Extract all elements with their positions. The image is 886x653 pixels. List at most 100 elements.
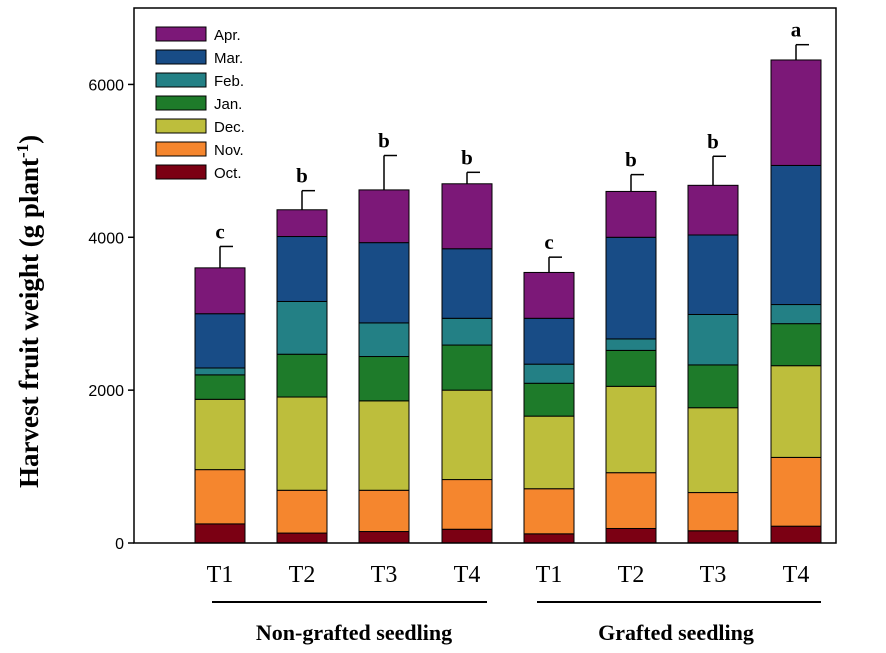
bar-segment-mar-1	[194, 313, 246, 369]
x-tick-label-3: T3	[371, 562, 398, 588]
bar-segment-apr-4	[441, 183, 493, 250]
bar-segment-feb-2	[276, 300, 328, 355]
bar-segment-mar-8	[770, 164, 822, 306]
error-bars-layer	[219, 43, 809, 273]
legend: Apr. Mar. Feb. Jan. Dec. Nov. Oct.	[155, 26, 245, 182]
bar-segment-nov-2	[276, 489, 328, 534]
significance-label-4: b	[461, 145, 473, 169]
bar-segment-dec-4	[441, 389, 493, 481]
bar-segment-mar-2	[276, 236, 328, 302]
significance-label-2: b	[296, 164, 308, 188]
bar-segment-feb-4	[441, 317, 493, 346]
bar-segment-dec-8	[770, 365, 822, 458]
bar-segment-feb-7	[687, 313, 739, 366]
x-labels-layer: T1 T2 T3 T4 T1 T2 T3 T4	[207, 562, 810, 588]
bar-segment-dec-2	[276, 396, 328, 491]
x-tick-label-5: T1	[536, 562, 563, 588]
significance-label-7: b	[707, 129, 719, 153]
bar-segment-dec-7	[687, 407, 739, 494]
y-axis-title-close: )	[14, 135, 44, 144]
legend-swatch-jan	[155, 95, 207, 111]
significance-label-8: a	[791, 18, 802, 42]
x-tick-label-6: T2	[618, 562, 645, 588]
bar-segment-oct-8	[770, 525, 822, 544]
bar-segment-jan-1	[194, 374, 246, 400]
y-tick-label-6000: 6000	[88, 77, 124, 94]
x-tick-label-1: T1	[207, 562, 234, 588]
bar-segment-feb-6	[605, 338, 657, 351]
bar-segment-feb-5	[523, 363, 575, 384]
legend-swatch-feb	[155, 72, 207, 88]
group-labels-layer: Non-grafted seedling Grafted seedling	[212, 601, 821, 645]
legend-label-dec: Dec.	[214, 119, 245, 136]
group-label-1: Non-grafted seedling	[256, 620, 452, 645]
bar-segment-nov-3	[358, 489, 410, 533]
bar-segment-jan-7	[687, 364, 739, 409]
y-tick-label-4000: 4000	[88, 230, 124, 247]
x-tick-label-2: T2	[289, 562, 316, 588]
legend-label-mar: Mar.	[214, 50, 243, 67]
bar-segment-oct-2	[276, 532, 328, 544]
legend-swatch-apr	[155, 26, 207, 42]
bar-segment-feb-8	[770, 304, 822, 325]
x-tick-label-4: T4	[454, 562, 481, 588]
bar-segment-jan-8	[770, 323, 822, 367]
bar-segment-jan-3	[358, 356, 410, 402]
bars-layer	[194, 59, 822, 544]
bar-segment-apr-8	[770, 59, 822, 166]
bar-segment-nov-4	[441, 479, 493, 530]
bar-segment-apr-6	[605, 190, 657, 238]
y-ticks-layer: 0 2000 4000 6000	[88, 77, 134, 553]
group-label-2: Grafted seedling	[598, 620, 754, 645]
legend-label-jan: Jan.	[214, 96, 242, 113]
bar-segment-apr-1	[194, 267, 246, 315]
bar-segment-oct-1	[194, 523, 246, 544]
bar-segment-jan-5	[523, 382, 575, 417]
legend-swatch-mar	[155, 49, 207, 65]
y-axis-title: Harvest fruit weight (g plant-1)	[13, 135, 44, 488]
significance-label-3: b	[378, 129, 390, 153]
significance-label-5: c	[544, 230, 553, 254]
legend-swatch-dec	[155, 118, 207, 134]
bar-segment-nov-7	[687, 492, 739, 532]
bar-segment-mar-6	[605, 236, 657, 340]
bar-segment-nov-6	[605, 472, 657, 529]
x-tick-label-7: T3	[700, 562, 727, 588]
legend-label-nov: Nov.	[214, 142, 244, 159]
bar-segment-apr-3	[358, 189, 410, 244]
bar-segment-oct-5	[523, 533, 575, 544]
bar-segment-nov-1	[194, 469, 246, 525]
plot-frame	[133, 7, 837, 544]
bar-segment-mar-5	[523, 317, 575, 365]
bar-segment-oct-4	[441, 528, 493, 544]
bar-segment-apr-2	[276, 209, 328, 238]
y-axis-title-main: Harvest fruit weight (g plant	[14, 158, 44, 488]
y-axis-title-sup: -1	[13, 144, 32, 158]
y-tick-label-2000: 2000	[88, 383, 124, 400]
bar-segment-feb-3	[358, 322, 410, 358]
significance-label-1: c	[215, 219, 224, 243]
bar-segment-nov-8	[770, 456, 822, 527]
bar-segment-nov-5	[523, 488, 575, 535]
significance-labels-layer: c b b b c b b a	[215, 18, 801, 254]
y-tick-label-0: 0	[115, 536, 124, 553]
legend-label-apr: Apr.	[214, 27, 241, 44]
bar-segment-apr-5	[523, 271, 575, 319]
significance-label-6: b	[625, 148, 637, 172]
axes-layer	[133, 7, 837, 544]
bar-segment-oct-7	[687, 530, 739, 544]
bar-segment-mar-3	[358, 242, 410, 324]
bar-segment-dec-6	[605, 385, 657, 474]
x-tick-label-8: T4	[783, 562, 810, 588]
legend-label-feb: Feb.	[214, 73, 244, 90]
bar-segment-jan-4	[441, 344, 493, 391]
bar-segment-mar-4	[441, 248, 493, 319]
legend-swatch-oct	[155, 164, 207, 180]
bar-segment-jan-6	[605, 349, 657, 387]
legend-swatch-nov	[155, 141, 207, 157]
legend-label-oct: Oct.	[214, 165, 242, 182]
bar-segment-jan-2	[276, 353, 328, 398]
bar-segment-mar-7	[687, 234, 739, 315]
bar-segment-dec-5	[523, 415, 575, 490]
bar-segment-apr-7	[687, 184, 739, 236]
